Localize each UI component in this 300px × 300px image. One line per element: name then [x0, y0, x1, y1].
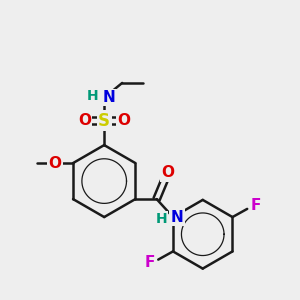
Text: F: F — [145, 255, 155, 270]
Text: O: O — [117, 113, 130, 128]
Text: F: F — [250, 198, 261, 213]
Text: H: H — [87, 89, 99, 103]
Text: S: S — [98, 112, 110, 130]
Text: H: H — [156, 212, 167, 226]
Text: O: O — [49, 156, 62, 171]
Text: N: N — [103, 90, 116, 105]
Text: O: O — [162, 165, 175, 180]
Text: O: O — [78, 113, 91, 128]
Text: N: N — [170, 210, 183, 225]
